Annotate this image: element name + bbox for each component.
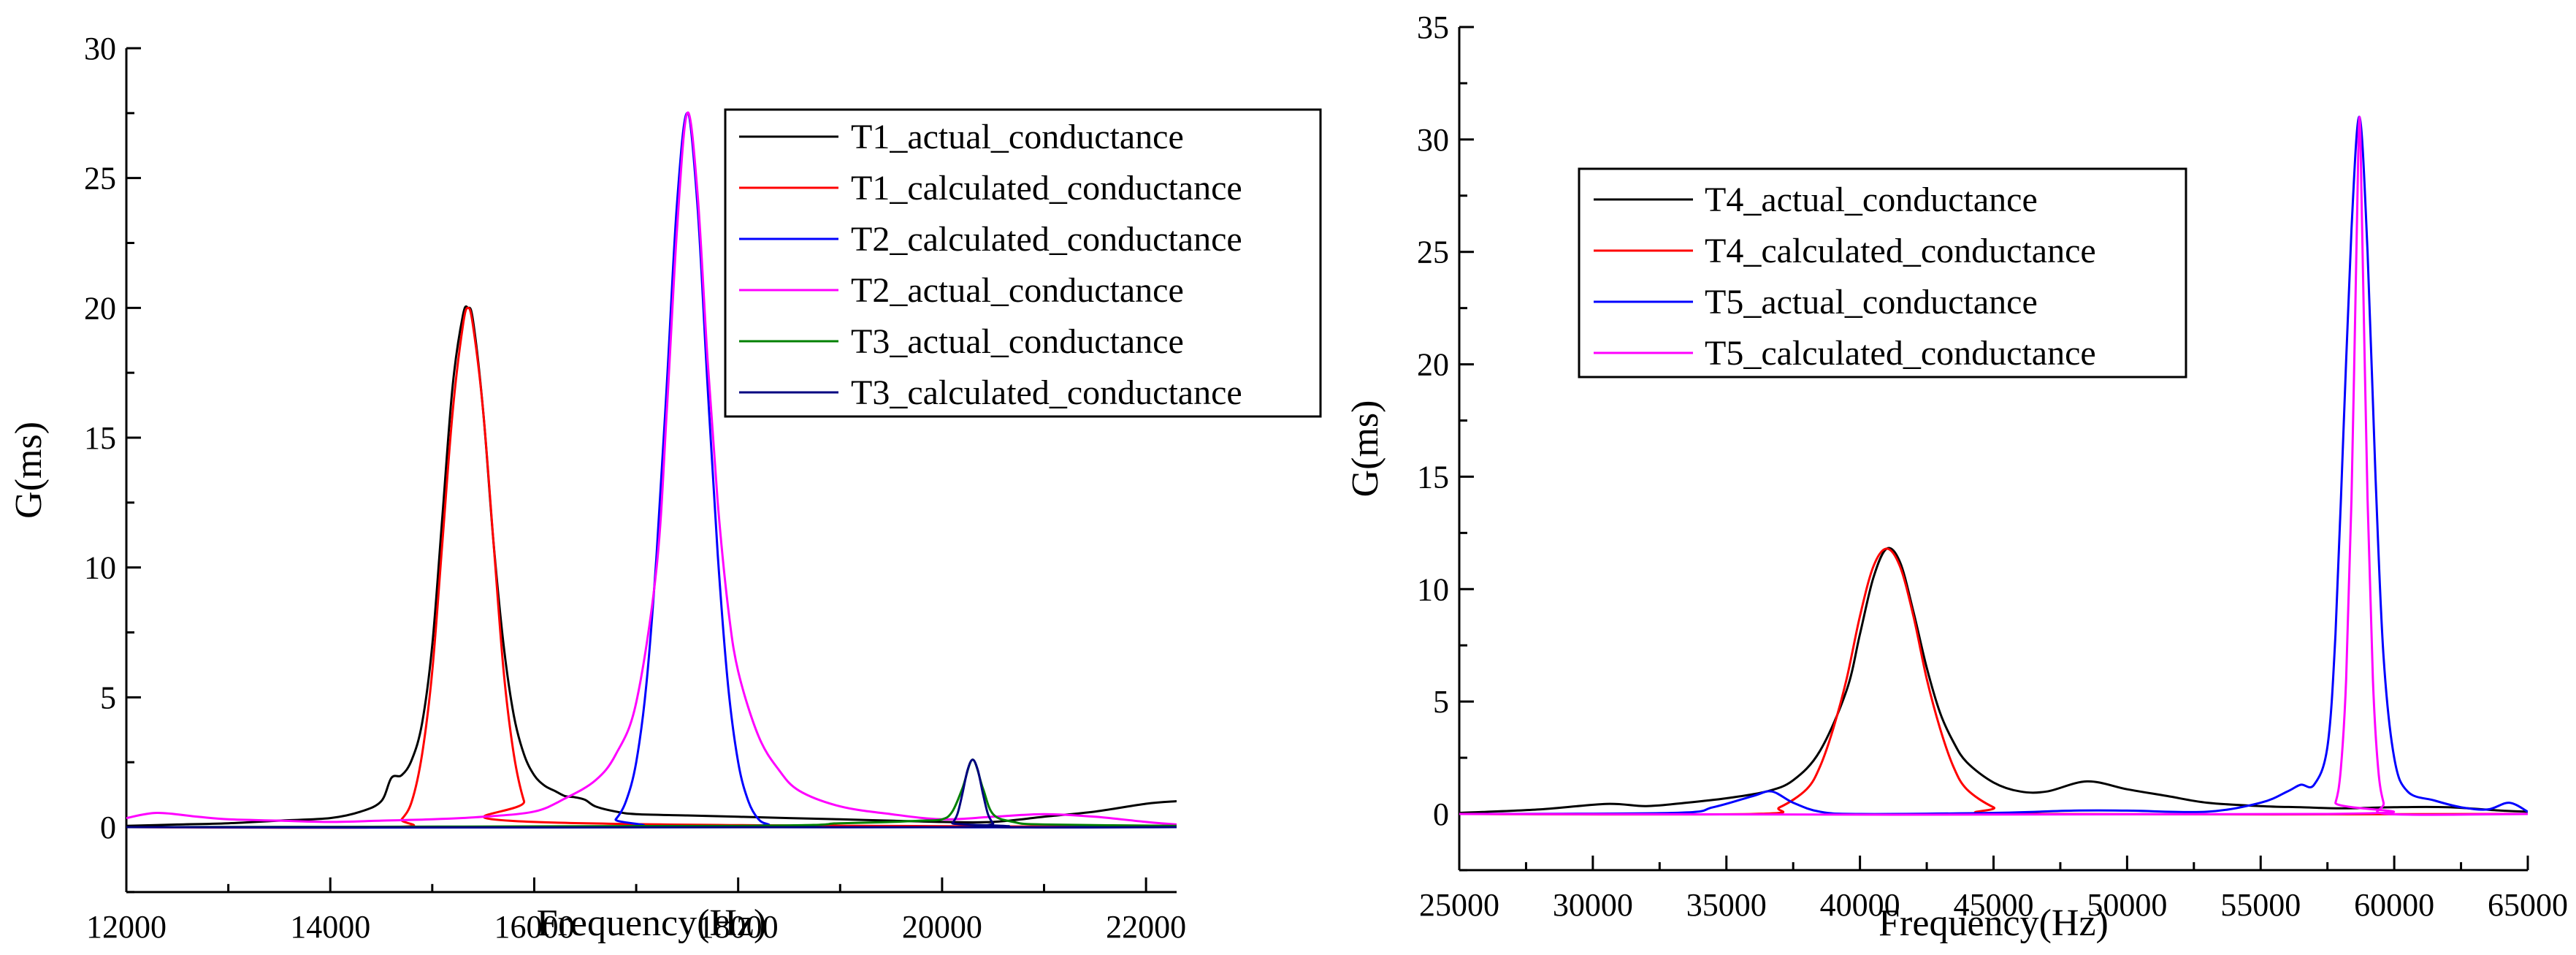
x-tick-label: 14000 xyxy=(290,909,370,945)
legend-box xyxy=(1578,167,2187,378)
x-tick-label: 55000 xyxy=(2220,887,2301,923)
y-tick-label: 0 xyxy=(1433,796,1449,832)
y-tick-label: 15 xyxy=(84,420,116,456)
x-tick-label: 16000 xyxy=(494,909,574,945)
x-tick-label: 60000 xyxy=(2354,887,2434,923)
y-tick-label: 20 xyxy=(84,290,116,326)
y-tick-label: 30 xyxy=(1417,122,1449,158)
legend-box xyxy=(724,108,1322,418)
right-chart: 0 5 10 15 20 25 30 35 25000 30000 35000 40000 45000 5… xyxy=(1345,9,2568,944)
x-tick-label: 20000 xyxy=(902,909,982,945)
x-tick-label: 30000 xyxy=(1553,887,1633,923)
y-tick-label: 20 xyxy=(1417,347,1449,383)
x-tick-label: 40000 xyxy=(1820,887,1900,923)
x-axis-title: Frequency(Hz) xyxy=(1879,902,2109,944)
legend-label-t4-calculated-conductance: T4_calculated_conductance xyxy=(1705,232,2096,270)
x-tick-label: 18000 xyxy=(698,909,779,945)
series-line-t3-actual-conductance xyxy=(126,758,1177,829)
x-tick-label: 45000 xyxy=(1954,887,2034,923)
series-line-t4-calculated-conductance xyxy=(1459,547,2528,816)
x-tick-label: 12000 xyxy=(86,909,167,945)
y-tick-label: 0 xyxy=(100,810,116,845)
legend-label-t2-actual-conductance: T2_actual_conductance xyxy=(851,271,1184,310)
y-tick-label: 35 xyxy=(1417,9,1449,45)
legend-label-t5-actual-conductance: T5_actual_conductance xyxy=(1705,283,2038,321)
y-axis-title: G(ms) xyxy=(1345,400,1386,498)
x-tick-label: 35000 xyxy=(1686,887,1767,923)
legend-label-t3-actual-conductance: T3_actual_conductance xyxy=(851,322,1184,361)
y-tick-label: 5 xyxy=(1433,684,1449,720)
y-tick-label: 15 xyxy=(1417,459,1449,495)
x-tick-label: 22000 xyxy=(1106,909,1186,945)
left-chart: 0 5 10 15 20 25 30 12000 14000 16000 18000 20000 220… xyxy=(8,31,1322,945)
legend-label-t1-calculated-conductance: T1_calculated_conductance xyxy=(851,169,1242,208)
series-line-t1-actual-conductance xyxy=(126,305,1177,827)
series-line-t3-calculated-conductance xyxy=(126,758,1177,829)
y-tick-label: 5 xyxy=(100,680,116,715)
y-tick-label: 10 xyxy=(1417,571,1449,607)
y-tick-label: 30 xyxy=(84,31,116,66)
x-tick-label: 25000 xyxy=(1419,887,1499,923)
series-line-t5-calculated-conductance xyxy=(1459,115,2528,816)
y-tick-label: 25 xyxy=(84,161,116,197)
legend-label-t5-calculated-conductance: T5_calculated_conductance xyxy=(1705,334,2096,373)
legend-label-t3-calculated-conductance: T3_calculated_conductance xyxy=(851,373,1242,412)
series-line-t1-calculated-conductance xyxy=(126,306,1177,829)
legend-label-t4-actual-conductance: T4_actual_conductance xyxy=(1705,180,2038,219)
y-tick-label: 25 xyxy=(1417,235,1449,270)
x-tick-label: 50000 xyxy=(2087,887,2167,923)
series-line-t4-actual-conductance xyxy=(1459,547,2528,814)
y-axis-title: G(ms) xyxy=(8,422,50,519)
legend-label-t2-calculated-conductance: T2_calculated_conductance xyxy=(851,220,1242,259)
series-line-t2-actual-conductance xyxy=(126,111,1177,826)
legend-label-t1-actual-conductance: T1_actual_conductance xyxy=(851,118,1184,156)
x-tick-label: 65000 xyxy=(2488,887,2568,923)
x-axis-title: Frequency(Hz) xyxy=(537,902,767,944)
series-line-t5-actual-conductance xyxy=(1459,115,2528,815)
y-tick-label: 10 xyxy=(84,550,116,586)
